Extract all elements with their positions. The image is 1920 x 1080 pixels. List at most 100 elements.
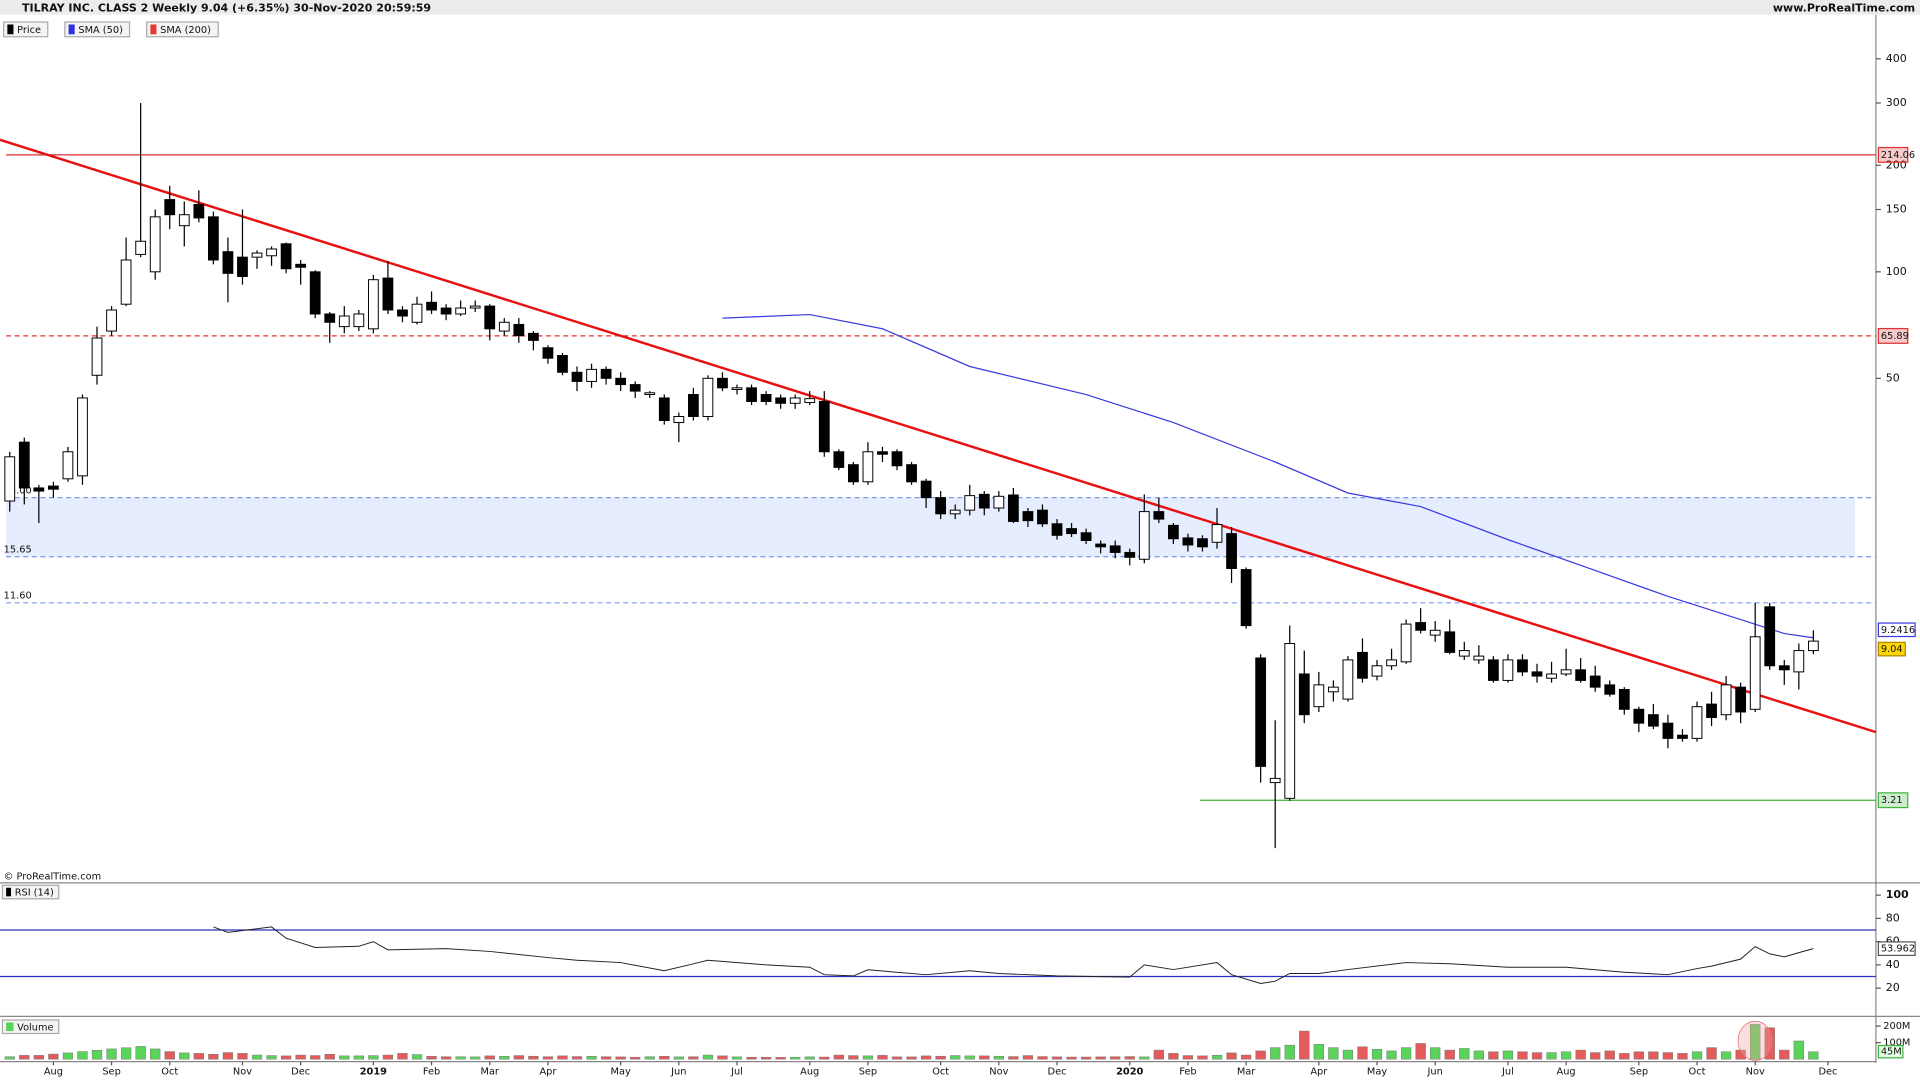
volume-bar xyxy=(77,1051,88,1060)
legend-swatch xyxy=(7,24,14,35)
volume-bar xyxy=(746,1056,757,1060)
candle-body xyxy=(775,397,787,404)
volume-bar xyxy=(368,1055,379,1060)
volume-bar xyxy=(557,1055,568,1060)
volume-bar xyxy=(353,1055,364,1060)
volume-bar xyxy=(1415,1043,1426,1060)
volume-bar xyxy=(1633,1051,1644,1060)
candle-body xyxy=(1400,623,1412,663)
volume-bar xyxy=(1051,1056,1063,1060)
rsi-line xyxy=(213,926,1814,985)
volume-bar xyxy=(1517,1051,1528,1060)
candle-body xyxy=(338,315,350,328)
level-label: 15.65 xyxy=(4,544,32,555)
candle-body xyxy=(1575,669,1587,681)
candle-body xyxy=(1546,673,1557,679)
candle-body xyxy=(673,416,685,424)
candle-body xyxy=(1255,657,1267,767)
volume-bar xyxy=(1400,1047,1412,1060)
candle-body xyxy=(324,313,336,323)
volume-bar xyxy=(339,1055,350,1060)
candle-body xyxy=(1313,684,1325,708)
volume-bar xyxy=(1095,1056,1106,1060)
volume-bar xyxy=(1444,1049,1455,1060)
legend-box xyxy=(64,21,131,38)
candle-body xyxy=(4,456,16,502)
rsi-legend: RSI (14) xyxy=(15,888,54,899)
candle-body xyxy=(62,451,74,480)
volume-bar xyxy=(717,1055,728,1060)
volume-bar xyxy=(1677,1053,1688,1060)
legend-label: SMA (200) xyxy=(160,25,211,36)
x-tick-label: 2019 xyxy=(360,1066,387,1077)
volume-bar xyxy=(1139,1056,1150,1060)
volume-legend: Volume xyxy=(17,1022,53,1033)
chart-title: TILRAY INC. CLASS 2 Weekly 9.04 (+6.35%)… xyxy=(22,2,431,15)
candle-body xyxy=(1706,703,1717,718)
x-tick-label: Oct xyxy=(161,1066,178,1077)
candle-body xyxy=(411,303,423,323)
candle-body xyxy=(222,251,234,274)
y-tick-label: 100 xyxy=(1886,265,1907,278)
candle-body xyxy=(353,313,365,328)
volume-bar xyxy=(1197,1055,1208,1060)
volume-bar xyxy=(1313,1044,1324,1060)
volume-bar xyxy=(1226,1052,1237,1060)
volume-bar xyxy=(1299,1030,1310,1060)
rsi-tick-label: 80 xyxy=(1886,911,1900,924)
candle-body xyxy=(455,307,467,315)
candle-body xyxy=(1662,722,1674,739)
candle-body xyxy=(91,337,103,376)
candle-body xyxy=(1051,523,1063,536)
volume-bar xyxy=(397,1053,408,1060)
volume-bar xyxy=(4,1056,15,1060)
volume-bar xyxy=(1764,1027,1775,1060)
volume-legend-swatch xyxy=(6,1022,14,1032)
volume-bar xyxy=(135,1046,146,1060)
candle-body xyxy=(557,355,568,373)
candle-body xyxy=(18,441,30,489)
plot: Price SMA (50) SMA (200) 50 100 150 200 300 400 A… xyxy=(0,21,1916,1077)
volume-bar xyxy=(1080,1056,1092,1060)
candle-body xyxy=(149,216,161,273)
candle-body xyxy=(833,451,845,468)
volume-bar xyxy=(1720,1051,1732,1060)
volume-bar xyxy=(382,1054,394,1060)
candle-body xyxy=(542,347,554,359)
candle-body xyxy=(789,397,801,404)
candle-body xyxy=(1502,659,1514,681)
volume-bar xyxy=(1502,1050,1514,1060)
trendline xyxy=(0,138,1877,734)
x-tick-label: Apr xyxy=(539,1066,557,1077)
candle-body xyxy=(746,387,757,402)
candle-body xyxy=(804,398,816,404)
legend-swatch xyxy=(150,24,157,35)
y-tick-label: 300 xyxy=(1886,96,1907,109)
candle-body xyxy=(978,493,990,509)
volume-bar xyxy=(819,1056,830,1060)
candle-body xyxy=(237,256,248,277)
rsi-legend-swatch xyxy=(6,887,12,897)
candle-body xyxy=(440,307,452,315)
candle-body xyxy=(498,321,510,332)
candle-body xyxy=(760,394,772,402)
volume-bar xyxy=(1124,1056,1135,1060)
volume-bar xyxy=(891,1056,903,1060)
x-tick-label: May xyxy=(611,1066,631,1077)
candle-body xyxy=(513,323,525,337)
candle-body xyxy=(702,377,714,417)
level-tag-label: 214.06 xyxy=(1881,150,1915,161)
y-tick-label: 150 xyxy=(1886,203,1907,216)
candle-body xyxy=(1371,665,1383,677)
x-tick-label: Dec xyxy=(1818,1066,1837,1077)
volume-bar xyxy=(1270,1047,1281,1060)
candle-body xyxy=(280,243,292,270)
volume-bar xyxy=(1662,1052,1674,1060)
header-bar xyxy=(0,0,1920,15)
candle-body xyxy=(906,464,917,483)
volume-bar xyxy=(1357,1046,1368,1060)
volume-bar xyxy=(222,1052,234,1060)
volume-bar xyxy=(470,1056,481,1060)
candle-body xyxy=(1531,671,1543,677)
candle-body xyxy=(1138,511,1150,560)
